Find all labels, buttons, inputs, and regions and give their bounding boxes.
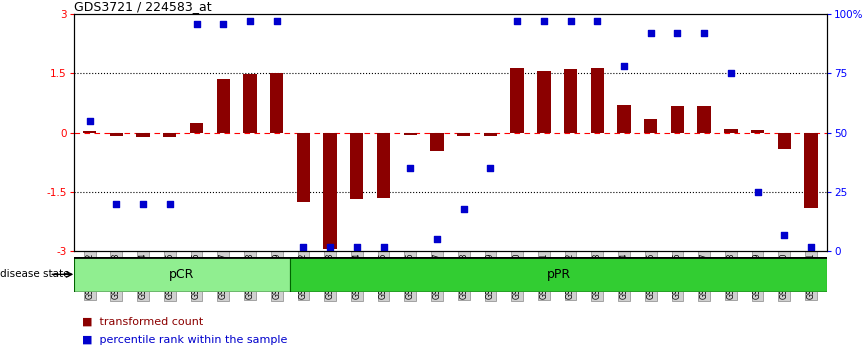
Point bbox=[697, 30, 711, 36]
Bar bbox=[617, 105, 630, 133]
Bar bbox=[671, 106, 684, 133]
Text: ■  transformed count: ■ transformed count bbox=[82, 317, 204, 327]
Point bbox=[243, 18, 257, 24]
Bar bbox=[510, 68, 524, 133]
Bar bbox=[163, 133, 177, 137]
Bar bbox=[805, 133, 818, 208]
Bar bbox=[377, 133, 391, 198]
Bar bbox=[350, 133, 364, 199]
Bar bbox=[297, 133, 310, 202]
Point bbox=[190, 21, 204, 27]
Point bbox=[483, 166, 497, 171]
Text: disease state: disease state bbox=[0, 269, 69, 279]
Bar bbox=[724, 129, 738, 133]
Text: GDS3721 / 224583_at: GDS3721 / 224583_at bbox=[74, 0, 211, 13]
Point bbox=[564, 18, 578, 24]
Point bbox=[778, 232, 792, 238]
Bar bbox=[404, 133, 417, 135]
Bar bbox=[243, 74, 256, 133]
Point bbox=[404, 166, 417, 171]
Bar bbox=[537, 71, 551, 133]
Point bbox=[216, 21, 230, 27]
Bar bbox=[564, 69, 578, 133]
Point bbox=[591, 18, 604, 24]
Bar bbox=[216, 79, 229, 133]
Point bbox=[751, 189, 765, 195]
Point bbox=[724, 71, 738, 76]
Point bbox=[163, 201, 177, 207]
Point bbox=[269, 18, 283, 24]
Bar bbox=[323, 133, 337, 249]
Bar bbox=[74, 257, 290, 292]
Bar bbox=[457, 133, 470, 136]
Point bbox=[109, 201, 123, 207]
Bar bbox=[110, 133, 123, 136]
Point bbox=[350, 244, 364, 250]
Bar bbox=[270, 74, 283, 133]
Point bbox=[537, 18, 551, 24]
Bar bbox=[778, 133, 791, 149]
Point bbox=[83, 118, 97, 124]
Point bbox=[136, 201, 150, 207]
Point bbox=[670, 30, 684, 36]
Bar bbox=[136, 133, 150, 137]
Bar bbox=[190, 123, 204, 133]
Text: pCR: pCR bbox=[169, 268, 195, 281]
Point bbox=[323, 244, 337, 250]
Point bbox=[510, 18, 524, 24]
Bar bbox=[484, 133, 497, 136]
Text: ■  percentile rank within the sample: ■ percentile rank within the sample bbox=[82, 335, 288, 345]
Point bbox=[430, 236, 444, 242]
Point bbox=[643, 30, 657, 36]
Point bbox=[377, 244, 391, 250]
Point bbox=[296, 244, 310, 250]
Point bbox=[804, 244, 818, 250]
Text: pPR: pPR bbox=[546, 268, 571, 281]
Bar bbox=[430, 133, 443, 150]
Bar bbox=[697, 106, 711, 133]
Bar bbox=[591, 68, 604, 133]
Bar bbox=[644, 119, 657, 133]
Point bbox=[456, 206, 470, 211]
Point bbox=[617, 63, 631, 69]
Bar bbox=[751, 130, 764, 133]
Bar bbox=[290, 257, 827, 292]
Bar bbox=[83, 131, 96, 133]
